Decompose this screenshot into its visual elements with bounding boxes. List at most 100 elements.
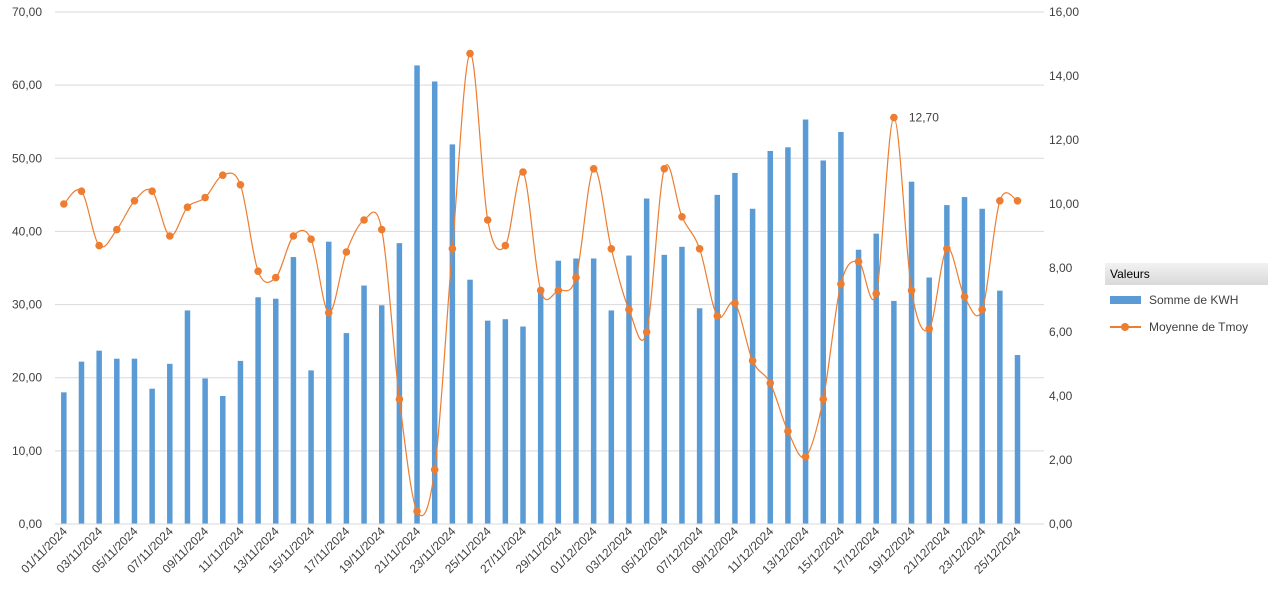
line-point (395, 395, 404, 404)
bar (61, 392, 67, 524)
bar (961, 197, 968, 524)
bar (679, 246, 685, 524)
bar (926, 277, 932, 524)
line-point (519, 168, 527, 176)
bar (802, 119, 809, 525)
bar (573, 258, 579, 524)
legend-item-tmoy: Moyenne de Tmoy (1110, 318, 1248, 336)
line-point (960, 293, 969, 301)
line-point (307, 235, 315, 243)
bar (979, 208, 985, 525)
bar (626, 255, 632, 524)
line-point (236, 181, 245, 189)
legend-item-kwh: Somme de KWH (1110, 291, 1238, 309)
y-right-tick-label: 14,00 (1049, 69, 1079, 83)
bar (361, 285, 367, 524)
bar (396, 243, 403, 525)
bar (785, 147, 791, 525)
line-point (289, 232, 298, 240)
bar (96, 350, 102, 524)
bar (838, 131, 844, 524)
bar (114, 358, 120, 524)
bar (220, 396, 226, 524)
line-point (731, 299, 739, 308)
bar (325, 241, 332, 524)
line-point (183, 203, 192, 211)
y-left-tick-label: 10,00 (12, 444, 42, 458)
y-left-tick-label: 70,00 (12, 5, 42, 19)
line-point (589, 165, 598, 173)
y-left-tick-label: 50,00 (12, 151, 42, 165)
bar (855, 249, 862, 524)
line-point (413, 507, 421, 515)
line-point (890, 113, 898, 122)
line-point (607, 245, 616, 253)
line-point (254, 267, 262, 276)
y-right-tick-label: 0,00 (1049, 517, 1073, 531)
line-point (148, 187, 156, 195)
line-point (660, 165, 669, 173)
bar (167, 363, 173, 524)
line-point (837, 280, 845, 288)
bar (749, 208, 756, 525)
bar (820, 160, 826, 525)
line-point (466, 49, 474, 58)
line-point (784, 427, 792, 436)
line-point (377, 225, 386, 234)
y-right-tick-label: 6,00 (1049, 325, 1073, 339)
bar (378, 305, 385, 524)
bar (608, 310, 615, 524)
line-point (430, 465, 439, 474)
legend-title: Valeurs (1105, 263, 1268, 285)
bar (290, 257, 297, 524)
bar (590, 258, 597, 524)
bar (449, 144, 456, 525)
line-point (554, 286, 563, 295)
bar (1014, 355, 1021, 524)
y-right-tick-label: 8,00 (1049, 261, 1073, 275)
line-point (872, 289, 881, 298)
line-point (536, 286, 545, 295)
line-point (95, 241, 103, 250)
line-point (271, 273, 280, 282)
line-point (360, 216, 368, 224)
y-right-tick-label: 4,00 (1049, 389, 1073, 403)
bar (255, 297, 261, 524)
line-point (907, 286, 916, 295)
y-right-tick-label: 2,00 (1049, 453, 1073, 467)
y-left-tick-label: 20,00 (12, 371, 42, 385)
bar (343, 333, 350, 524)
line-point (113, 225, 121, 234)
line-point (218, 171, 227, 179)
line-point (324, 309, 333, 317)
bar (414, 65, 420, 524)
bar (537, 289, 544, 524)
line-point (766, 379, 775, 388)
legend-label-tmoy: Moyenne de Tmoy (1149, 320, 1249, 334)
bar (767, 150, 774, 524)
line-series-tmoy (63, 52, 1018, 517)
line-point (748, 357, 757, 365)
bar (237, 360, 244, 524)
bar (202, 378, 208, 524)
line-point (801, 453, 810, 461)
line-point (165, 232, 174, 240)
bar (661, 254, 668, 524)
bar (502, 319, 509, 524)
y-right-tick-label: 10,00 (1049, 197, 1079, 211)
line-point (201, 193, 209, 202)
line-point (572, 273, 580, 282)
line-point (695, 245, 704, 253)
bar (431, 81, 438, 524)
line-point (854, 257, 863, 266)
y-left-tick-label: 0,00 (19, 517, 43, 531)
line-point (978, 305, 986, 314)
bar (555, 260, 562, 524)
line-point (625, 305, 633, 314)
bar (643, 198, 650, 524)
bar (696, 308, 703, 524)
bar (997, 290, 1003, 524)
line-point (642, 328, 651, 336)
